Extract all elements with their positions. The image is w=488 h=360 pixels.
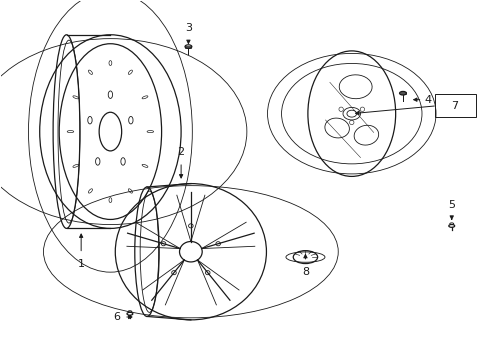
Text: 5: 5	[447, 201, 454, 211]
Text: 4: 4	[424, 95, 431, 105]
Text: 2: 2	[177, 147, 184, 157]
Text: 3: 3	[184, 23, 191, 33]
Text: 8: 8	[301, 267, 308, 277]
Text: 1: 1	[78, 259, 84, 269]
Text: 6: 6	[113, 312, 120, 322]
Text: 7: 7	[450, 100, 458, 111]
